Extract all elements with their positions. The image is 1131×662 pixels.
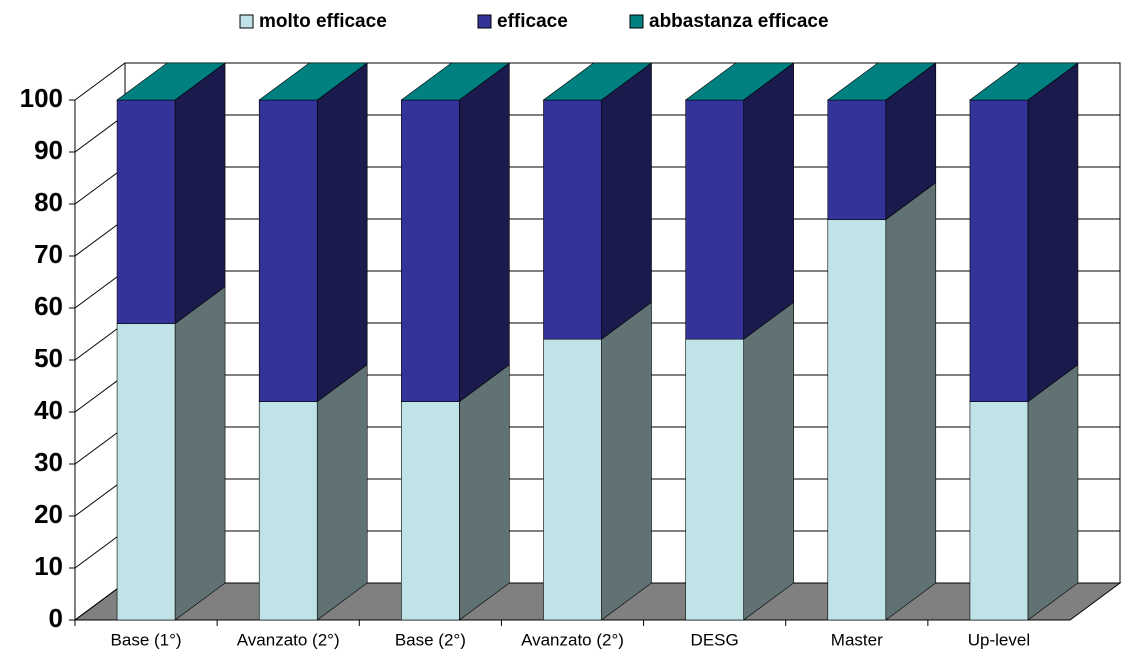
bar-side bbox=[885, 182, 937, 621]
bar bbox=[401, 401, 460, 621]
bar bbox=[116, 323, 176, 621]
legend-label: abbastanza efficace bbox=[649, 11, 829, 32]
grid-line bbox=[74, 530, 126, 569]
x-tick-label: Base (2°) bbox=[395, 630, 466, 649]
x-tick-label: Up-level bbox=[968, 630, 1030, 649]
bar bbox=[401, 99, 460, 402]
bar-side bbox=[459, 62, 510, 403]
bar-top bbox=[684, 62, 795, 101]
bar-top bbox=[542, 62, 653, 101]
bar-top bbox=[969, 62, 1079, 101]
legend-swatch bbox=[629, 14, 644, 29]
grid-line bbox=[74, 322, 126, 361]
grid-line bbox=[74, 114, 126, 153]
bar bbox=[827, 219, 887, 621]
bar bbox=[258, 99, 318, 402]
x-tick-label: DESG bbox=[691, 630, 739, 649]
y-tick-label: 60 bbox=[34, 291, 63, 321]
x-tick-label: Avanzato (2°) bbox=[521, 630, 624, 649]
bar bbox=[827, 99, 887, 220]
bar bbox=[685, 99, 744, 340]
bar bbox=[116, 99, 176, 324]
legend-label: molto efficace bbox=[259, 11, 387, 32]
bar-side bbox=[174, 286, 226, 621]
y-tick-label: 50 bbox=[34, 343, 63, 373]
legend-label: efficace bbox=[497, 11, 568, 32]
bar bbox=[969, 99, 1029, 402]
y-tick-label: 0 bbox=[49, 603, 63, 633]
grid-line bbox=[74, 478, 126, 517]
bar-side bbox=[1027, 364, 1079, 621]
x-tick-label: Avanzato (2°) bbox=[237, 630, 340, 649]
bar-side bbox=[459, 364, 510, 621]
bar-side bbox=[601, 301, 652, 621]
grid-line bbox=[74, 426, 126, 465]
y-tick-label: 70 bbox=[34, 239, 63, 269]
bar-side bbox=[174, 62, 226, 325]
grid-line bbox=[74, 270, 126, 309]
grid-line bbox=[74, 218, 126, 257]
bar-top bbox=[400, 62, 511, 101]
bar bbox=[543, 99, 602, 340]
bar-top bbox=[826, 62, 937, 101]
y-tick-label: 40 bbox=[34, 395, 63, 425]
y-tick-label: 80 bbox=[34, 187, 63, 217]
y-tick-label: 90 bbox=[34, 135, 63, 165]
legend-swatch bbox=[239, 14, 254, 29]
y-tick-label: 10 bbox=[34, 551, 63, 581]
x-tick-label: Base (1°) bbox=[111, 630, 182, 649]
bar-side bbox=[601, 62, 652, 340]
y-tick-label: 20 bbox=[34, 499, 63, 529]
grid-line bbox=[74, 582, 126, 621]
grid-line bbox=[74, 374, 126, 413]
grid-line bbox=[74, 62, 126, 101]
bar bbox=[969, 401, 1029, 621]
bar bbox=[543, 338, 602, 621]
bar-top bbox=[116, 62, 226, 101]
bar bbox=[685, 338, 744, 621]
bar-side bbox=[316, 364, 368, 621]
bar-side bbox=[743, 301, 794, 621]
bar bbox=[258, 401, 318, 621]
x-tick-label: Master bbox=[831, 630, 883, 649]
bar-top bbox=[258, 62, 369, 101]
y-tick-label: 100 bbox=[20, 83, 63, 113]
bar-side bbox=[1027, 62, 1079, 403]
bar-side bbox=[316, 62, 368, 403]
legend-swatch bbox=[477, 14, 492, 29]
grid-line bbox=[74, 166, 126, 205]
y-tick-label: 30 bbox=[34, 447, 63, 477]
bar-side bbox=[743, 62, 794, 340]
